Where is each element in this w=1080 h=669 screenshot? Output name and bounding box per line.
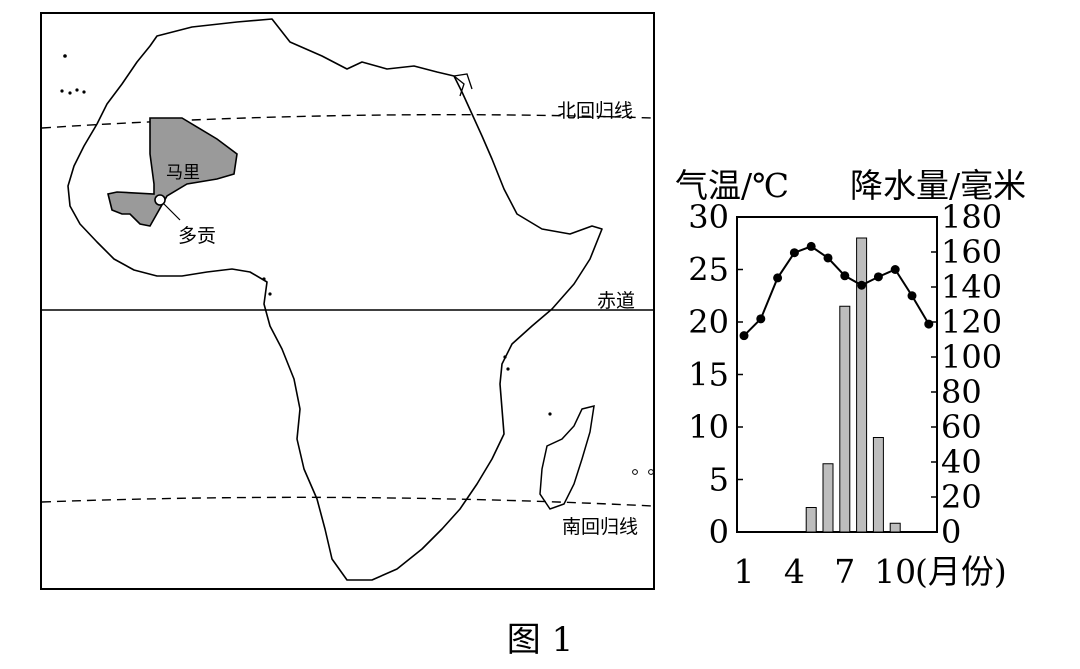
island: [632, 469, 638, 475]
island: [68, 91, 72, 95]
left-axis-tick-label: 10: [688, 408, 729, 446]
precipitation-bar: [889, 522, 901, 533]
x-axis-unit-label: (月份): [915, 552, 1007, 591]
island: [648, 469, 653, 475]
dogon-city-marker: [154, 194, 166, 206]
precipitation-bar: [822, 463, 834, 533]
right-axis-tick-label: 100: [941, 338, 1002, 376]
right-axis-tick-label: 120: [941, 303, 1002, 341]
temperature-point: [773, 273, 783, 283]
temperature-point: [873, 272, 883, 282]
island: [60, 89, 64, 93]
dogon-label: 多贡: [178, 225, 217, 247]
figure-caption: 图 1: [506, 620, 574, 660]
precipitation-bar: [856, 237, 868, 533]
dogon-leader-line: [163, 203, 181, 221]
mali-country: [107, 117, 238, 227]
right-axis-title: 降水量/毫米: [850, 166, 1026, 205]
left-axis-tick-label: 30: [688, 198, 729, 236]
island: [262, 277, 266, 281]
x-axis-tick-label: 4: [784, 552, 805, 591]
africa-map: [42, 18, 653, 581]
temperature-point: [789, 248, 799, 258]
mali-label: 马里: [166, 163, 200, 183]
x-axis-tick-label: 10: [874, 552, 916, 591]
temperature-line: [743, 245, 930, 337]
left-axis-title: 气温/℃: [675, 166, 789, 205]
left-axis-tick-label: 5: [709, 461, 729, 499]
right-axis-tick-label: 20: [941, 478, 982, 516]
island: [82, 90, 86, 94]
precipitation-bar: [805, 507, 817, 533]
temperature-point: [924, 319, 934, 329]
left-axis-tick-label: 15: [688, 356, 729, 394]
tropic-of-capricorn-line: [42, 496, 653, 507]
left-axis-tick-label: 0: [709, 513, 729, 551]
tropic-of-cancer-line: [42, 113, 653, 129]
left-axis-tick-label: 20: [688, 303, 729, 341]
temperature-point: [756, 314, 766, 324]
precipitation-bar: [839, 305, 851, 533]
temperature-point: [857, 280, 867, 290]
island: [506, 367, 510, 371]
island: [268, 292, 272, 296]
island: [548, 412, 552, 416]
right-axis-tick-label: 40: [941, 443, 982, 481]
right-axis-tick-label: 140: [941, 268, 1002, 306]
island: [75, 88, 79, 92]
right-axis-tick-label: 0: [941, 513, 961, 551]
africa-map-panel: 北回归线 赤道 南回归线 马里 多贡: [40, 12, 655, 590]
temperature-point: [739, 331, 749, 341]
island: [503, 355, 507, 359]
red-sea-coast: [453, 73, 473, 97]
tropic-of-capricorn-label: 南回归线: [562, 516, 639, 538]
right-axis-tick-label: 180: [941, 198, 1002, 236]
x-axis-tick-label: 7: [834, 552, 855, 591]
right-axis-tick-label: 160: [941, 233, 1002, 271]
island: [63, 54, 67, 58]
temperature-point: [806, 241, 816, 251]
right-axis-tick-label: 60: [941, 408, 982, 446]
tropic-of-cancer-label: 北回归线: [557, 100, 634, 122]
temperature-point: [890, 265, 900, 274]
equator-label: 赤道: [597, 290, 636, 312]
madagascar-outline: [539, 404, 595, 510]
left-axis-tick-label: 25: [688, 251, 729, 289]
plot-frame: [736, 216, 938, 533]
precipitation-bar: [872, 437, 884, 533]
temperature-point: [823, 253, 833, 263]
temperature-point: [840, 271, 850, 281]
africa-outline: [67, 18, 603, 581]
right-axis-tick-label: 80: [941, 373, 982, 411]
x-axis-tick-label: 1: [734, 552, 755, 591]
temperature-point: [907, 291, 917, 301]
